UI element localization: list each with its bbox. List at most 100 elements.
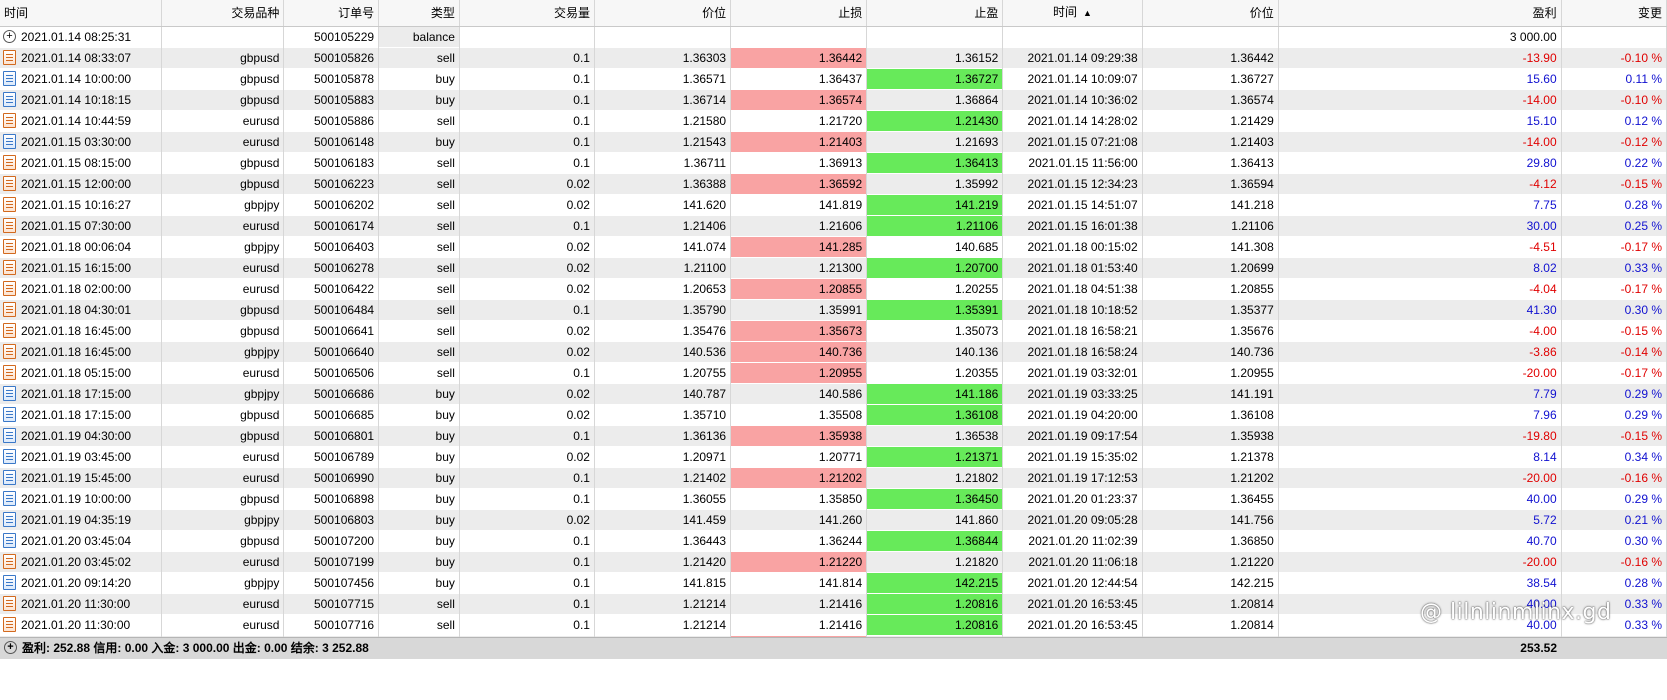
sell-order-icon bbox=[3, 113, 16, 129]
trade-close-price: 1.36413 bbox=[1142, 152, 1279, 174]
col-header-type[interactable]: 类型 bbox=[378, 0, 460, 27]
trade-tp: 141.186 bbox=[866, 383, 1004, 405]
col-header-sl[interactable]: 止损 bbox=[730, 0, 868, 27]
trade-time-cell: 2021.01.14 10:44:59 bbox=[0, 110, 163, 132]
trade-row[interactable]: 2021.01.15 08:15:00 gbpusd 500106183 sell 0.… bbox=[0, 152, 1667, 174]
trade-close-price: 1.20699 bbox=[1142, 257, 1279, 279]
trade-close-time: 2021.01.18 16:58:21 bbox=[1002, 320, 1143, 342]
trade-close-time: 2021.01.20 09:05:28 bbox=[1002, 509, 1143, 531]
balance-order: 500105229 bbox=[283, 26, 380, 48]
col-header-volume[interactable]: 交易量 bbox=[459, 0, 595, 27]
trade-profit: -4.04 bbox=[1278, 278, 1562, 300]
trade-tp: 1.36864 bbox=[866, 89, 1004, 111]
trade-time-cell: 2021.01.18 17:15:00 bbox=[0, 383, 163, 405]
trade-price: 1.21543 bbox=[594, 131, 732, 153]
trade-time: 2021.01.18 16:45:00 bbox=[21, 345, 132, 359]
trade-time-cell: 2021.01.14 08:33:07 bbox=[0, 47, 163, 69]
trade-row[interactable]: 2021.01.14 10:18:15 gbpusd 500105883 buy 0.1… bbox=[0, 89, 1667, 111]
trade-row[interactable]: 2021.01.20 11:30:00 eurusd 500107715 sell 0.… bbox=[0, 593, 1667, 615]
trade-profit: 40.00 bbox=[1278, 593, 1562, 615]
col-header-time[interactable]: 时间 bbox=[0, 0, 163, 27]
trade-row[interactable]: 2021.01.14 10:44:59 eurusd 500105886 sell 0.… bbox=[0, 110, 1667, 132]
trade-row[interactable]: 2021.01.19 03:45:00 eurusd 500106789 buy 0.0… bbox=[0, 446, 1667, 468]
trade-symbol: gbpusd bbox=[161, 530, 285, 552]
trade-row[interactable]: 2021.01.18 05:15:00 eurusd 500106506 sell 0.… bbox=[0, 362, 1667, 384]
trade-close-time: 2021.01.18 01:53:40 bbox=[1002, 257, 1143, 279]
col-header-profit[interactable]: 盈利 bbox=[1278, 0, 1562, 27]
trade-order: 500106484 bbox=[283, 299, 380, 321]
trade-row[interactable]: 2021.01.20 03:45:02 eurusd 500107199 buy 0.1… bbox=[0, 551, 1667, 573]
trade-type: buy bbox=[378, 68, 460, 90]
col-header-tp[interactable]: 止盈 bbox=[866, 0, 1004, 27]
sell-order-icon bbox=[3, 323, 16, 339]
trade-row[interactable]: 2021.01.18 16:45:00 gbpusd 500106641 sell 0.… bbox=[0, 320, 1667, 342]
trade-row[interactable]: 2021.01.19 10:00:00 gbpusd 500106898 buy 0.1… bbox=[0, 488, 1667, 510]
trade-row[interactable]: 2021.01.19 15:45:00 eurusd 500106990 buy 0.1… bbox=[0, 467, 1667, 489]
trade-time: 2021.01.19 15:45:00 bbox=[21, 471, 132, 485]
trade-row[interactable]: 2021.01.18 00:06:04 gbpjpy 500106403 sell 0.… bbox=[0, 236, 1667, 258]
trade-row[interactable]: 2021.01.20 11:30:00 eurusd 500107716 sell 0.… bbox=[0, 614, 1667, 636]
trade-change: 0.21 % bbox=[1561, 509, 1667, 531]
trade-profit: 7.96 bbox=[1278, 404, 1562, 426]
trade-tp: 1.36727 bbox=[866, 68, 1004, 90]
trade-time: 2021.01.20 03:45:04 bbox=[21, 534, 132, 548]
trade-sl: 1.21416 bbox=[730, 614, 868, 636]
trade-row[interactable]: 2021.01.15 16:15:00 eurusd 500106278 sell 0.… bbox=[0, 257, 1667, 279]
trade-row[interactable]: 2021.01.15 10:16:27 gbpjpy 500106202 sell 0.… bbox=[0, 194, 1667, 216]
col-header-change[interactable]: 变更 bbox=[1561, 0, 1667, 27]
trade-volume: 0.02 bbox=[459, 194, 595, 216]
trade-row[interactable]: 2021.01.19 04:30:00 gbpusd 500106801 buy 0.1… bbox=[0, 425, 1667, 447]
trade-change: -0.17 % bbox=[1561, 362, 1667, 384]
buy-order-icon bbox=[3, 533, 16, 549]
trade-change: 0.12 % bbox=[1561, 110, 1667, 132]
balance-change bbox=[1561, 26, 1667, 48]
trade-profit: -20.00 bbox=[1278, 362, 1562, 384]
trade-row[interactable]: 2021.01.15 12:00:00 gbpusd 500106223 sell 0.… bbox=[0, 173, 1667, 195]
trade-symbol: eurusd bbox=[161, 131, 285, 153]
trade-row[interactable]: 2021.01.15 07:30:00 eurusd 500106174 sell 0.… bbox=[0, 215, 1667, 237]
trade-type: buy bbox=[378, 530, 460, 552]
col-header-symbol[interactable]: 交易品种 bbox=[161, 0, 285, 27]
trade-time: 2021.01.19 04:35:19 bbox=[21, 513, 132, 527]
trade-time-cell: 2021.01.19 04:30:00 bbox=[0, 425, 163, 447]
trade-symbol: gbpusd bbox=[161, 47, 285, 69]
trade-type: sell bbox=[378, 257, 460, 279]
trade-close-time: 2021.01.14 10:36:02 bbox=[1002, 89, 1143, 111]
trade-volume: 0.1 bbox=[459, 68, 595, 90]
balance-row[interactable]: +2021.01.14 08:25:31 500105229 balance 3… bbox=[0, 26, 1667, 48]
trade-time: 2021.01.15 03:30:00 bbox=[21, 135, 132, 149]
sell-order-icon bbox=[3, 155, 16, 171]
trade-profit: 40.70 bbox=[1278, 530, 1562, 552]
trade-row[interactable]: 2021.01.20 03:45:04 gbpusd 500107200 buy 0.1… bbox=[0, 530, 1667, 552]
trade-order: 500106990 bbox=[283, 467, 380, 489]
trade-row[interactable]: 2021.01.18 17:15:00 gbpusd 500106685 buy 0.0… bbox=[0, 404, 1667, 426]
trade-row[interactable]: 2021.01.18 02:00:00 eurusd 500106422 sell 0.… bbox=[0, 278, 1667, 300]
trade-time-cell: 2021.01.15 03:30:00 bbox=[0, 131, 163, 153]
trade-tp: 1.36844 bbox=[866, 530, 1004, 552]
trade-close-price: 1.21106 bbox=[1142, 215, 1279, 237]
trade-row[interactable]: 2021.01.20 09:14:20 gbpjpy 500107456 buy 0.1… bbox=[0, 572, 1667, 594]
trade-sl: 1.21416 bbox=[730, 593, 868, 615]
trade-price: 1.36714 bbox=[594, 89, 732, 111]
trade-row[interactable]: 2021.01.14 10:00:00 gbpusd 500105878 buy 0.1… bbox=[0, 68, 1667, 90]
trade-row[interactable]: 2021.01.19 04:35:19 gbpjpy 500106803 buy 0.0… bbox=[0, 509, 1667, 531]
balance-empty-6 bbox=[1142, 26, 1279, 48]
trade-volume: 0.02 bbox=[459, 278, 595, 300]
trade-row[interactable]: 2021.01.18 04:30:01 gbpusd 500106484 sell 0.… bbox=[0, 299, 1667, 321]
col-header-close-price[interactable]: 价位 bbox=[1142, 0, 1279, 27]
trade-row[interactable]: 2021.01.18 16:45:00 gbpjpy 500106640 sell 0.… bbox=[0, 341, 1667, 363]
trade-sl: 140.736 bbox=[730, 341, 868, 363]
trade-type: buy bbox=[378, 131, 460, 153]
trade-row[interactable]: 2021.01.18 17:15:00 gbpjpy 500106686 buy 0.0… bbox=[0, 383, 1667, 405]
trade-time-cell: 2021.01.20 03:45:02 bbox=[0, 551, 163, 573]
trade-type: sell bbox=[378, 320, 460, 342]
footer-total-profit: 253.52 bbox=[1520, 641, 1557, 655]
trade-close-time: 2021.01.18 16:58:24 bbox=[1002, 341, 1143, 363]
col-header-price[interactable]: 价位 bbox=[594, 0, 732, 27]
sell-order-icon bbox=[3, 344, 16, 360]
trade-row[interactable]: 2021.01.15 03:30:00 eurusd 500106148 buy 0.1… bbox=[0, 131, 1667, 153]
trade-time: 2021.01.18 17:15:00 bbox=[21, 387, 132, 401]
col-header-order[interactable]: 订单号 bbox=[283, 0, 380, 27]
col-header-close-time[interactable]: 时间 ▲ bbox=[1002, 0, 1143, 27]
trade-row[interactable]: 2021.01.14 08:33:07 gbpusd 500105826 sell 0.… bbox=[0, 47, 1667, 69]
